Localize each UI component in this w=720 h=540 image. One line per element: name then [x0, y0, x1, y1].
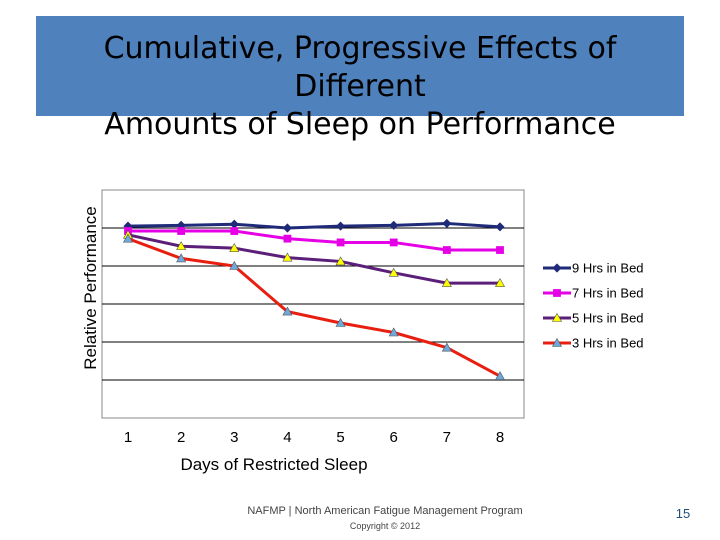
data-point-3-hrs-in-bed — [494, 371, 506, 381]
legend-label-7-hrs-in-bed: 7 Hrs in Bed — [572, 286, 644, 301]
data-point-7-hrs-in-bed — [177, 227, 186, 235]
footer-copyright: Copyright © 2012 — [349, 521, 421, 531]
series-line-9-hrs-in-bed — [127, 221, 501, 230]
data-point-5-hrs-in-bed — [388, 267, 399, 277]
data-point-5-hrs-in-bed — [229, 243, 240, 252]
slide-title: Cumulative, Progressive Effects of Diffe… — [36, 30, 684, 144]
data-point-7-hrs-in-bed — [389, 238, 398, 247]
data-point-5-hrs-in-bed — [441, 277, 452, 287]
data-point-3-hrs-in-bed — [335, 317, 346, 327]
data-point-5-hrs-in-bed — [494, 277, 506, 287]
data-point-9-hrs-in-bed — [442, 218, 452, 229]
x-tick-labels: 1 2 3 4 5 6 7 8 — [124, 429, 504, 446]
data-point-3-hrs-in-bed — [176, 253, 187, 263]
data-point-3-hrs-in-bed — [441, 342, 452, 352]
legend-label-5-hrs-in-bed: 5 Hrs in Bed — [572, 311, 644, 326]
data-point-5-hrs-in-bed — [335, 256, 346, 266]
data-point-3-hrs-in-bed — [122, 233, 134, 243]
footer: NAFMP | North American Fatigue Managemen… — [200, 505, 570, 531]
x-axis-label: Days of Restricted Sleep — [180, 455, 367, 474]
x-tick-label: 7 — [443, 429, 451, 446]
title-banner: Cumulative, Progressive Effects of Diffe… — [36, 16, 684, 142]
x-tick-label: 8 — [496, 429, 504, 446]
series-line-3-hrs-in-bed — [127, 237, 501, 378]
x-tick-label: 1 — [124, 429, 132, 446]
data-point-7-hrs-in-bed — [496, 246, 504, 254]
legend-label-9-hrs-in-bed: 9 Hrs in Bed — [572, 261, 644, 276]
x-tick-label: 2 — [177, 429, 185, 446]
data-point-9-hrs-in-bed — [389, 220, 399, 230]
gridlines — [102, 227, 524, 381]
data-point-7-hrs-in-bed — [283, 234, 292, 243]
page-number: 15 — [675, 506, 691, 521]
data-point-9-hrs-in-bed — [495, 222, 505, 232]
series-line-7-hrs-in-bed — [128, 229, 500, 252]
data-point-9-hrs-in-bed — [336, 221, 346, 231]
x-tick-label: 5 — [336, 429, 344, 446]
data-point-7-hrs-in-bed — [442, 246, 451, 254]
data-point-3-hrs-in-bed — [388, 327, 399, 337]
data-point-7-hrs-in-bed — [336, 238, 345, 247]
footer-program-name: NAFMP | North American Fatigue Managemen… — [247, 505, 523, 517]
legend-marker-7-hrs-in-bed — [553, 289, 561, 297]
series-layer — [122, 218, 506, 381]
data-point-3-hrs-in-bed — [282, 306, 293, 316]
data-point-3-hrs-in-bed — [229, 260, 240, 270]
data-point-5-hrs-in-bed — [282, 252, 293, 262]
legend: 9 Hrs in Bed 7 Hrs in Bed 5 Hrs in Bed 3 Hr… — [543, 261, 644, 351]
slide-title-line1: Cumulative, Progressive Effects of Diffe… — [103, 31, 617, 104]
legend-marker-9-hrs-in-bed — [552, 263, 562, 273]
data-point-5-hrs-in-bed — [176, 241, 187, 251]
x-tick-label: 4 — [283, 429, 291, 446]
legend-label-3-hrs-in-bed: 3 Hrs in Bed — [572, 336, 644, 351]
series-line-5-hrs-in-bed — [127, 233, 500, 285]
legend-marker-3-hrs-in-bed — [551, 337, 563, 347]
data-point-7-hrs-in-bed — [230, 227, 239, 235]
slide-title-line2: Amounts of Sleep on Performance — [104, 107, 616, 142]
x-tick-label: 3 — [230, 429, 238, 446]
y-axis-label: Relative Performance — [81, 206, 100, 369]
legend-marker-5-hrs-in-bed — [551, 312, 563, 322]
x-tick-label: 6 — [390, 429, 398, 446]
data-point-9-hrs-in-bed — [282, 223, 292, 233]
